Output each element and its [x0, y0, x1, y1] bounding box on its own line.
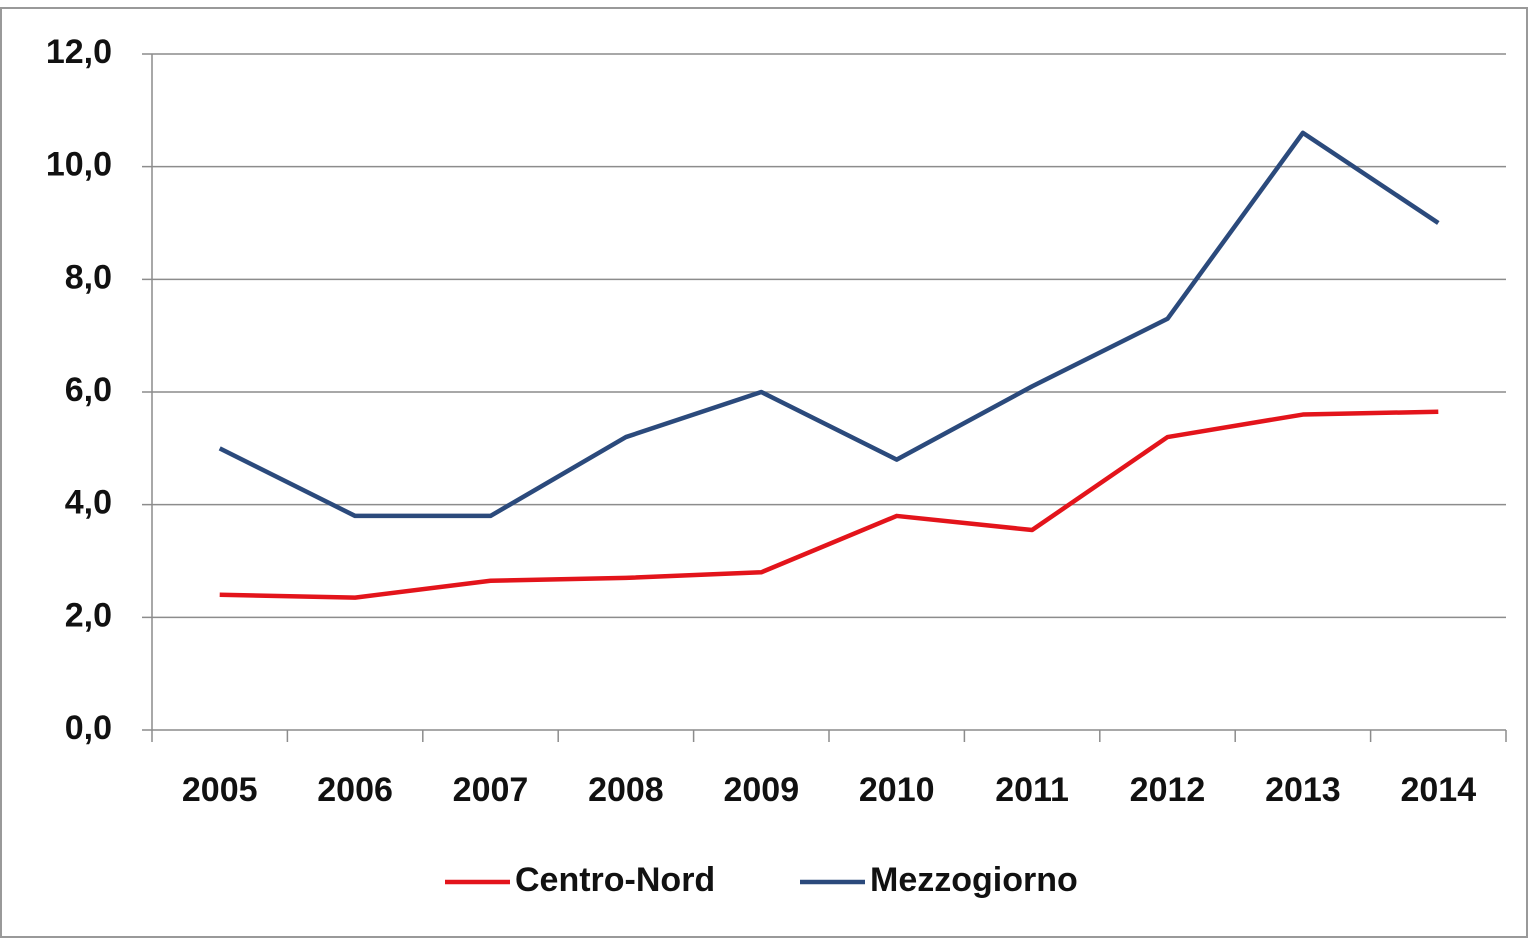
x-tick-label: 2008	[588, 771, 664, 809]
y-tick-label: 0,0	[65, 709, 112, 747]
y-tick-label: 8,0	[65, 258, 112, 296]
series-line	[219, 409, 1439, 600]
x-tick-label: 2011	[995, 771, 1069, 809]
x-tick-label: 2006	[317, 771, 393, 809]
x-tick-label: 2007	[453, 771, 529, 809]
legend-label: Centro-Nord	[515, 861, 715, 899]
y-tick-label: 4,0	[65, 484, 112, 522]
x-tick-label: 2012	[1130, 771, 1206, 809]
y-tick-label: 2,0	[65, 596, 112, 634]
chart-border	[0, 7, 1528, 938]
x-tick-label: 2009	[723, 771, 799, 809]
x-tick-label: 2014	[1400, 771, 1476, 809]
legend-label: Mezzogiorno	[870, 861, 1078, 899]
x-tick-label: 2010	[859, 771, 935, 809]
y-tick-label: 6,0	[65, 371, 112, 409]
x-tick-label: 2013	[1265, 771, 1341, 809]
y-tick-label: 12,0	[46, 33, 112, 71]
x-tick-label: 2005	[182, 771, 258, 809]
y-tick-label: 10,0	[46, 146, 112, 184]
series-line	[218, 130, 1440, 519]
